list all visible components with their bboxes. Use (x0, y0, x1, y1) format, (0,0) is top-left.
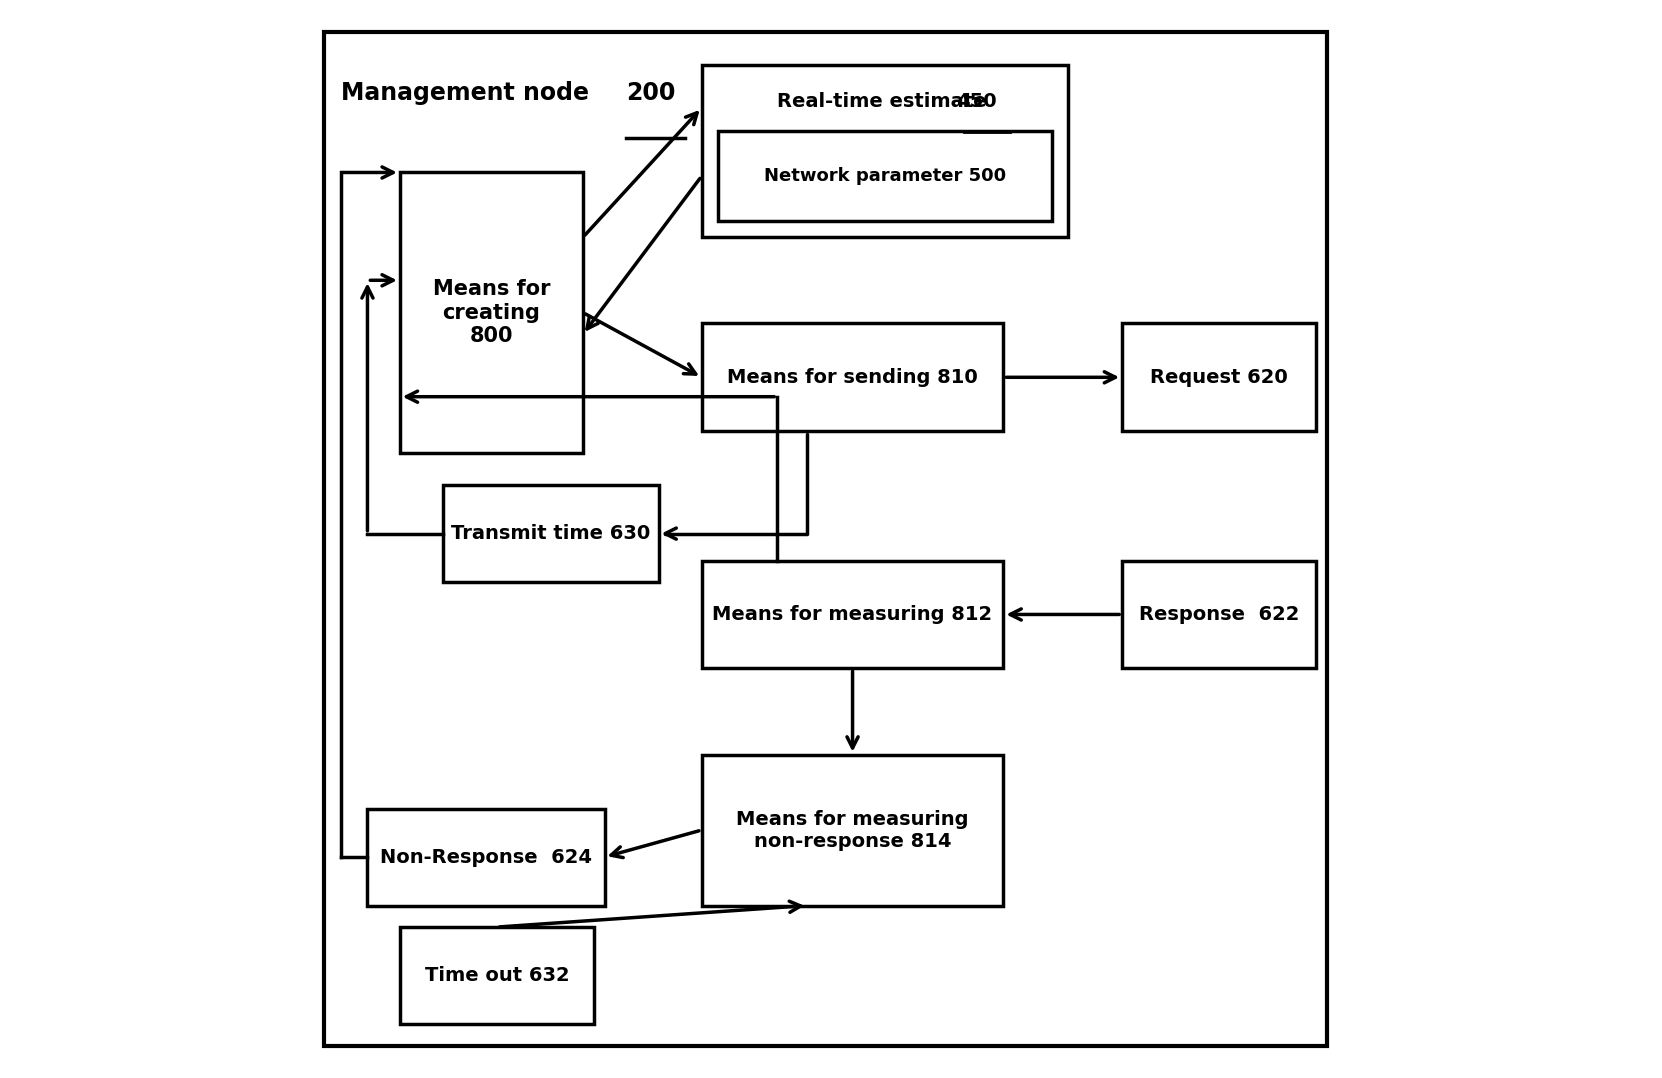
FancyBboxPatch shape (701, 755, 1004, 906)
Text: Management node: Management node (341, 81, 597, 105)
Text: Real-time estimate: Real-time estimate (776, 92, 992, 111)
Text: Means for sending 810: Means for sending 810 (728, 368, 977, 387)
Text: 200: 200 (627, 81, 675, 105)
FancyBboxPatch shape (701, 323, 1004, 431)
Text: Means for measuring
non-response 814: Means for measuring non-response 814 (736, 810, 969, 851)
FancyBboxPatch shape (442, 485, 658, 582)
Text: Network parameter 500: Network parameter 500 (765, 167, 1006, 185)
FancyBboxPatch shape (1122, 323, 1316, 431)
FancyBboxPatch shape (401, 172, 583, 453)
Text: Response  622: Response 622 (1138, 605, 1300, 624)
FancyBboxPatch shape (367, 808, 605, 906)
Text: Means for measuring 812: Means for measuring 812 (713, 605, 992, 624)
FancyBboxPatch shape (324, 32, 1326, 1046)
FancyBboxPatch shape (701, 561, 1004, 668)
Text: Time out 632: Time out 632 (424, 966, 568, 985)
Text: Non-Response  624: Non-Response 624 (381, 847, 592, 867)
FancyBboxPatch shape (718, 132, 1052, 221)
Text: Request 620: Request 620 (1150, 368, 1288, 387)
Text: 450: 450 (956, 92, 997, 111)
Text: Means for
creating
800: Means for creating 800 (432, 279, 550, 346)
FancyBboxPatch shape (1122, 561, 1316, 668)
Text: Transmit time 630: Transmit time 630 (450, 524, 650, 543)
FancyBboxPatch shape (701, 65, 1069, 237)
FancyBboxPatch shape (401, 927, 593, 1024)
